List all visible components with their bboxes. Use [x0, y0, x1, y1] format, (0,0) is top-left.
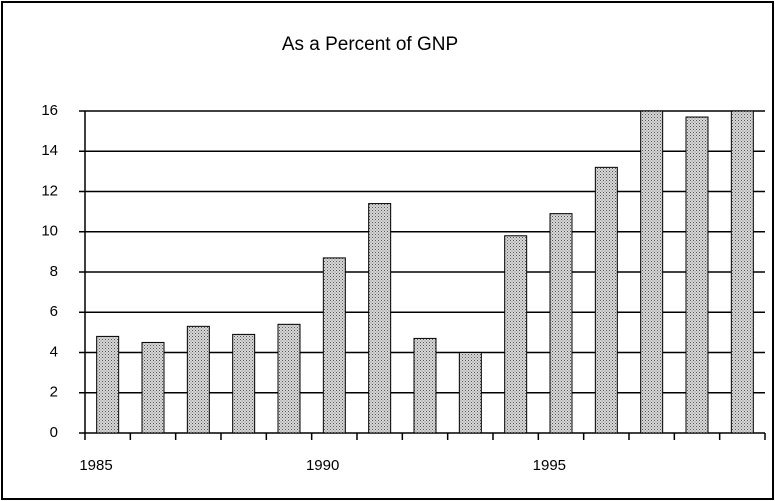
bar — [458, 352, 482, 434]
y-tick-label: 12 — [41, 182, 58, 199]
bar — [685, 116, 709, 434]
y-tick-label: 4 — [50, 343, 58, 360]
y-tick-label: 14 — [41, 142, 58, 159]
chart-title: As a Percent of GNP — [282, 34, 458, 55]
y-tick-label: 0 — [50, 424, 58, 441]
bar — [232, 333, 256, 434]
bar — [413, 337, 437, 434]
x-tick-label: 1985 — [79, 457, 112, 474]
y-tick-label: 8 — [50, 263, 58, 280]
y-tick-label: 16 — [41, 102, 58, 119]
y-tick-label: 2 — [50, 384, 58, 401]
bar — [141, 341, 165, 434]
bar — [594, 166, 618, 434]
bar — [730, 110, 754, 434]
bar — [96, 335, 120, 434]
bar — [368, 203, 392, 434]
bar — [640, 110, 664, 434]
bar — [186, 325, 210, 434]
bar — [504, 235, 528, 434]
y-tick-label: 6 — [50, 303, 58, 320]
y-tick-label: 10 — [41, 223, 58, 240]
bar — [322, 257, 346, 434]
bar — [549, 213, 573, 434]
x-tick-label: 1995 — [533, 457, 566, 474]
x-tick-label: 1990 — [306, 457, 339, 474]
bar — [277, 323, 301, 434]
